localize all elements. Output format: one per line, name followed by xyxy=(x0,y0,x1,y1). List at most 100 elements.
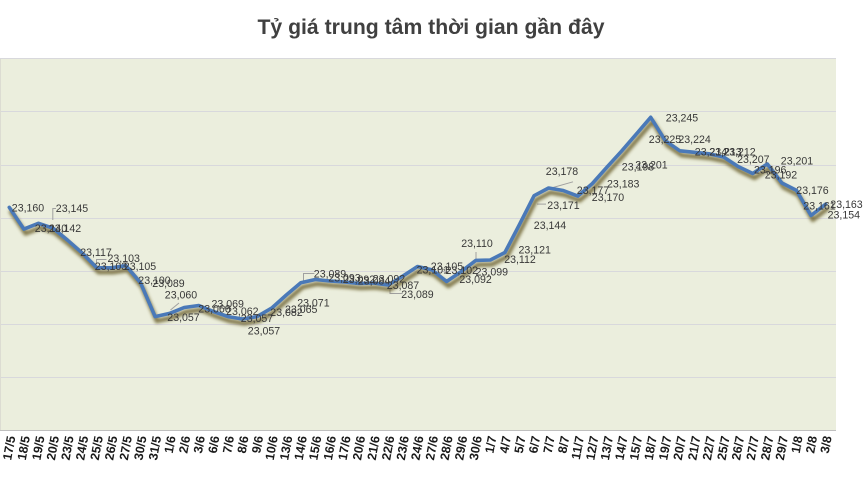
svg-text:23/5: 23/5 xyxy=(59,435,77,461)
svg-text:14/7: 14/7 xyxy=(613,435,631,461)
svg-text:1/8: 1/8 xyxy=(789,435,806,455)
svg-text:7/7: 7/7 xyxy=(541,435,558,455)
svg-text:19/5: 19/5 xyxy=(30,435,48,461)
svg-text:23,245: 23,245 xyxy=(666,112,699,124)
svg-text:23,110: 23,110 xyxy=(461,238,493,250)
svg-text:26/5: 26/5 xyxy=(102,435,120,461)
svg-text:20/5: 20/5 xyxy=(44,435,62,461)
svg-text:23,214: 23,214 xyxy=(695,147,728,159)
svg-text:28/7: 28/7 xyxy=(758,435,776,461)
svg-text:23,121: 23,121 xyxy=(518,245,551,257)
svg-text:23/6: 23/6 xyxy=(394,435,412,461)
svg-text:23,092: 23,092 xyxy=(459,274,492,286)
svg-text:23,057: 23,057 xyxy=(167,312,200,324)
svg-text:19/7: 19/7 xyxy=(656,435,674,461)
svg-text:24/6: 24/6 xyxy=(409,435,427,461)
svg-text:23,196: 23,196 xyxy=(754,165,787,177)
svg-text:18/7: 18/7 xyxy=(642,435,660,461)
svg-text:29/6: 29/6 xyxy=(452,435,470,461)
svg-text:23,101: 23,101 xyxy=(417,265,450,277)
svg-text:23,140: 23,140 xyxy=(35,223,68,235)
svg-text:23,089: 23,089 xyxy=(401,289,434,301)
svg-text:23,224: 23,224 xyxy=(678,134,711,146)
svg-text:23,082: 23,082 xyxy=(270,307,303,319)
svg-text:23,198: 23,198 xyxy=(622,161,655,173)
svg-text:23,066: 23,066 xyxy=(198,303,231,315)
svg-text:23,171: 23,171 xyxy=(547,200,580,212)
svg-text:23,092: 23,092 xyxy=(343,274,376,286)
svg-text:23,105: 23,105 xyxy=(124,261,157,273)
svg-text:31/5: 31/5 xyxy=(146,435,164,461)
svg-text:13/7: 13/7 xyxy=(598,435,616,461)
svg-text:16/6: 16/6 xyxy=(321,435,339,461)
svg-text:23,213: 23,213 xyxy=(709,147,742,159)
svg-text:29/7: 29/7 xyxy=(773,435,791,461)
svg-text:23,112: 23,112 xyxy=(504,254,536,266)
svg-text:23,100: 23,100 xyxy=(138,275,171,287)
svg-text:23,092: 23,092 xyxy=(373,273,406,285)
svg-text:23,192: 23,192 xyxy=(765,170,798,182)
svg-text:14/6: 14/6 xyxy=(292,435,310,461)
svg-text:6/6: 6/6 xyxy=(206,435,223,455)
svg-text:27/7: 27/7 xyxy=(744,435,762,461)
svg-text:8/7: 8/7 xyxy=(555,435,572,455)
svg-text:23,062: 23,062 xyxy=(226,306,259,318)
svg-text:2/6: 2/6 xyxy=(176,435,193,455)
svg-text:23,160: 23,160 xyxy=(12,202,45,214)
svg-text:30/5: 30/5 xyxy=(132,435,150,461)
svg-text:15/6: 15/6 xyxy=(306,435,324,461)
svg-text:23,069: 23,069 xyxy=(211,298,244,310)
svg-text:23,154: 23,154 xyxy=(828,210,861,222)
svg-text:23,145: 23,145 xyxy=(56,203,89,215)
svg-text:23,212: 23,212 xyxy=(723,147,756,159)
svg-text:20/7: 20/7 xyxy=(671,435,689,461)
svg-text:4/7: 4/7 xyxy=(497,435,514,455)
svg-text:23,103: 23,103 xyxy=(107,253,140,265)
svg-text:17/5: 17/5 xyxy=(0,435,18,461)
svg-text:1/6: 1/6 xyxy=(162,435,179,455)
svg-text:13/6: 13/6 xyxy=(277,435,295,461)
svg-text:23,201: 23,201 xyxy=(781,155,814,167)
svg-text:22/6: 22/6 xyxy=(379,435,397,461)
svg-text:25/5: 25/5 xyxy=(88,435,106,461)
svg-text:23,144: 23,144 xyxy=(534,220,567,232)
svg-text:15/7: 15/7 xyxy=(627,435,645,461)
svg-text:23,183: 23,183 xyxy=(607,178,640,190)
svg-text:25/7: 25/7 xyxy=(715,435,733,461)
svg-text:28/6: 28/6 xyxy=(438,435,456,461)
svg-text:8/6: 8/6 xyxy=(235,435,252,455)
svg-text:23,099: 23,099 xyxy=(476,267,509,279)
svg-text:23,093: 23,093 xyxy=(328,272,361,284)
svg-text:21/7: 21/7 xyxy=(685,435,703,461)
svg-text:21/6: 21/6 xyxy=(365,435,383,461)
svg-text:3/6: 3/6 xyxy=(191,435,208,455)
svg-text:23,177: 23,177 xyxy=(577,185,610,197)
svg-text:23,057: 23,057 xyxy=(248,325,281,337)
svg-text:23,084: 23,084 xyxy=(358,275,391,287)
svg-text:26/7: 26/7 xyxy=(729,435,747,461)
svg-text:23,163: 23,163 xyxy=(830,199,863,211)
svg-text:1/7: 1/7 xyxy=(483,435,500,455)
svg-text:23,065: 23,065 xyxy=(285,304,318,316)
svg-text:23,207: 23,207 xyxy=(737,154,770,166)
svg-text:24/5: 24/5 xyxy=(73,435,91,461)
svg-text:23,071: 23,071 xyxy=(297,297,330,309)
svg-text:27/6: 27/6 xyxy=(423,435,441,461)
svg-text:23,178: 23,178 xyxy=(546,166,579,178)
svg-text:17/6: 17/6 xyxy=(336,435,354,461)
svg-text:23,161: 23,161 xyxy=(803,200,836,212)
svg-text:Tỷ giá trung tâm thời gian gần: Tỷ giá trung tâm thời gian gần đây xyxy=(257,16,604,39)
svg-text:23,117: 23,117 xyxy=(80,247,112,259)
svg-text:23,089: 23,089 xyxy=(152,278,185,290)
svg-text:27/5: 27/5 xyxy=(117,435,135,461)
svg-text:23,087: 23,087 xyxy=(387,280,420,292)
svg-text:10/6: 10/6 xyxy=(263,435,281,461)
svg-text:11/7: 11/7 xyxy=(569,435,587,461)
svg-text:23,225: 23,225 xyxy=(649,134,682,146)
svg-text:23,105: 23,105 xyxy=(431,261,464,273)
svg-text:23,103: 23,103 xyxy=(95,261,128,273)
svg-text:23,176: 23,176 xyxy=(796,185,829,197)
svg-text:6/7: 6/7 xyxy=(526,435,543,455)
svg-text:22/7: 22/7 xyxy=(700,435,718,461)
svg-text:12/7: 12/7 xyxy=(583,435,601,461)
